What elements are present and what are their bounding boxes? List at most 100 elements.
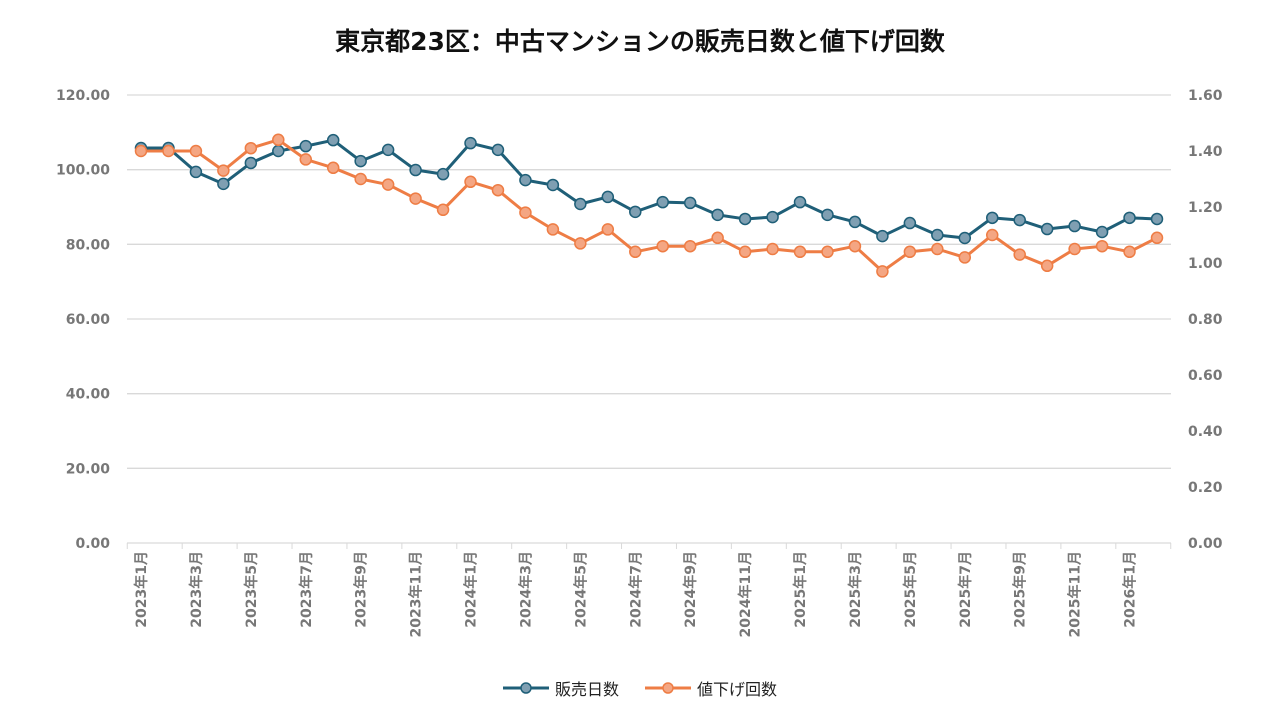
data-point-days	[683, 196, 697, 210]
data-point-price-cuts	[546, 223, 560, 236]
legend-marker-days	[502, 682, 549, 694]
data-point-days	[1150, 212, 1164, 226]
data-point-price-cuts	[217, 164, 230, 177]
data-point-price-cuts	[985, 228, 999, 242]
data-point-days	[409, 163, 422, 177]
data-point-price-cuts	[299, 153, 313, 166]
chart-title: 東京都23区：中古マンションの販売日数と値下げ回数	[335, 27, 945, 56]
data-point-price-cuts	[436, 203, 450, 217]
data-point-price-cuts	[601, 223, 615, 236]
data-point-price-cuts	[1123, 245, 1136, 259]
data-point-price-cuts	[326, 161, 340, 175]
data-point-price-cuts	[272, 133, 285, 147]
y-right-tick-label: 1.00	[1188, 256, 1223, 272]
data-point-price-cuts	[821, 245, 834, 259]
legend-marker-price-cuts	[645, 682, 691, 694]
data-point-days	[711, 208, 724, 222]
data-point-days	[217, 177, 230, 191]
legend-item-days: 販売日数	[502, 676, 619, 700]
data-point-days	[381, 143, 395, 157]
y-right-tick-label: 0.00	[1188, 536, 1223, 552]
data-point-days	[244, 156, 258, 170]
legend: 販売日数 値下げ回数	[0, 676, 1280, 700]
y-right-tick-label: 0.20	[1188, 480, 1223, 496]
data-point-days	[1068, 219, 1081, 233]
y-right-tick-label: 1.20	[1188, 200, 1223, 216]
y-left-tick-label: 60.00	[66, 312, 111, 328]
x-tick-label: 2023年5月	[243, 551, 260, 628]
data-point-days	[629, 205, 642, 219]
data-point-price-cuts	[711, 231, 724, 245]
x-tick-label: 2024年11月	[737, 551, 754, 637]
data-point-price-cuts	[1013, 248, 1026, 261]
y-left-tick-label: 120.00	[56, 88, 110, 104]
data-point-price-cuts	[848, 239, 862, 253]
data-point-days	[574, 197, 587, 211]
y-left-tick-label: 100.00	[56, 163, 110, 179]
legend-label-days: 販売日数	[554, 680, 619, 699]
x-tick-label: 2023年1月	[133, 551, 150, 628]
y-left-tick-label: 40.00	[66, 387, 111, 403]
data-point-price-cuts	[629, 245, 642, 259]
data-point-days	[876, 229, 889, 243]
legend-label-price-cuts: 値下げ回数	[697, 680, 778, 699]
data-point-days	[958, 231, 972, 245]
data-point-price-cuts	[519, 206, 532, 219]
y-right-tick-label: 0.60	[1188, 368, 1223, 384]
data-point-days	[738, 212, 752, 226]
x-tick-label: 2024年7月	[627, 551, 644, 628]
data-point-days	[546, 178, 560, 192]
data-point-days	[985, 211, 999, 225]
data-point-days	[491, 143, 505, 157]
x-tick-label: 2025年3月	[847, 551, 864, 628]
data-point-price-cuts	[134, 144, 148, 158]
data-point-price-cuts	[1040, 259, 1054, 273]
x-tick-label: 2024年9月	[682, 551, 699, 628]
x-tick-label: 2024年1月	[463, 551, 480, 628]
data-point-price-cuts	[354, 172, 367, 186]
y-right-tick-label: 0.80	[1188, 312, 1223, 328]
series-line-days	[141, 138, 1158, 240]
data-point-days	[821, 208, 834, 222]
data-point-days	[299, 139, 313, 153]
y-right-tick-label: 1.40	[1188, 144, 1223, 160]
data-point-price-cuts	[1068, 242, 1081, 256]
data-point-price-cuts	[931, 242, 944, 256]
data-point-days	[1123, 211, 1136, 225]
data-point-price-cuts	[409, 192, 422, 205]
data-point-days	[1040, 222, 1054, 236]
data-point-price-cuts	[381, 178, 395, 191]
data-point-days	[903, 216, 917, 230]
y-left-tick-label: 20.00	[66, 461, 111, 477]
data-point-days	[272, 144, 285, 158]
x-tick-label: 2023年7月	[298, 551, 315, 628]
x-tick-label: 2023年3月	[188, 551, 205, 628]
data-point-price-cuts	[793, 245, 807, 259]
data-point-price-cuts	[574, 237, 587, 250]
data-point-days	[519, 173, 532, 187]
data-point-price-cuts	[958, 251, 972, 264]
data-point-price-cuts	[464, 175, 477, 189]
data-point-days	[1095, 225, 1109, 239]
data-point-price-cuts	[903, 245, 917, 259]
data-point-days	[931, 228, 944, 242]
y-right-tick-label: 0.40	[1188, 424, 1223, 440]
data-point-days	[848, 215, 862, 229]
x-tick-label: 2025年7月	[957, 551, 974, 628]
y-left-tick-label: 80.00	[66, 237, 111, 253]
data-point-days	[656, 195, 669, 209]
data-point-price-cuts	[656, 239, 669, 253]
data-point-days	[601, 190, 615, 204]
data-point-price-cuts	[162, 144, 175, 158]
data-point-price-cuts	[1095, 239, 1109, 253]
y-right-tick-label: 1.60	[1188, 88, 1223, 104]
x-tick-label: 2024年3月	[517, 551, 534, 628]
x-tick-label: 2025年11月	[1067, 551, 1084, 637]
data-point-price-cuts	[491, 183, 505, 197]
data-point-price-cuts	[876, 265, 889, 278]
x-tick-label: 2025年9月	[1012, 551, 1029, 628]
data-point-days	[793, 195, 807, 209]
data-point-price-cuts	[1150, 231, 1164, 245]
data-point-days	[766, 210, 779, 224]
data-point-days	[354, 154, 367, 168]
